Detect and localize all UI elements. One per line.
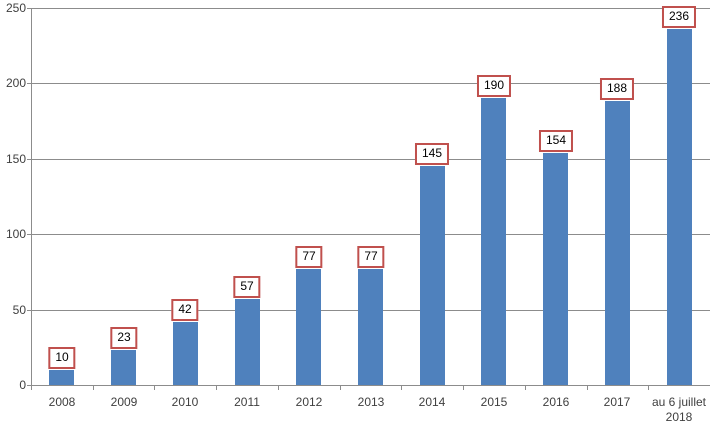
x-axis-category-label: 2015 xyxy=(480,395,508,409)
x-axis-tick xyxy=(278,386,279,390)
bar-2013[interactable] xyxy=(358,269,383,385)
y-axis-line xyxy=(31,8,32,386)
gridline xyxy=(31,159,710,160)
y-axis-tick-label: 0 xyxy=(19,378,26,392)
bar-2008[interactable] xyxy=(49,370,74,385)
y-axis-tick xyxy=(27,234,31,235)
x-axis-tick xyxy=(93,386,94,390)
data-label: 57 xyxy=(233,276,261,298)
gridline xyxy=(31,234,710,235)
data-label: 77 xyxy=(357,246,385,268)
data-label: 77 xyxy=(295,246,323,268)
bar-2016[interactable] xyxy=(543,153,568,385)
data-label: 188 xyxy=(599,78,635,100)
x-axis-category-label: 2016 xyxy=(542,395,570,409)
bar-2011[interactable] xyxy=(235,299,260,385)
x-axis-category-label: 2014 xyxy=(418,395,446,409)
x-axis-tick xyxy=(648,386,649,390)
y-axis-tick xyxy=(27,385,31,386)
x-axis-tick xyxy=(463,386,464,390)
data-label: 190 xyxy=(476,75,512,97)
data-label: 145 xyxy=(414,143,450,165)
x-axis-category-label: 2009 xyxy=(110,395,138,409)
data-label: 236 xyxy=(661,6,697,28)
y-axis-tick xyxy=(27,8,31,9)
y-axis-tick xyxy=(27,310,31,311)
x-axis-tick xyxy=(216,386,217,390)
bar-2009[interactable] xyxy=(111,350,136,385)
x-axis-tick xyxy=(154,386,155,390)
gridline xyxy=(31,8,710,9)
y-axis-tick-label: 200 xyxy=(5,76,26,90)
bar-2015[interactable] xyxy=(481,98,506,385)
bar-au-6-juillet-2018[interactable] xyxy=(667,29,692,385)
gridline xyxy=(31,83,710,84)
bar-2017[interactable] xyxy=(605,101,630,385)
y-axis-tick-label: 150 xyxy=(5,152,26,166)
x-axis-tick xyxy=(587,386,588,390)
y-axis-tick-label: 100 xyxy=(5,227,26,241)
data-label: 154 xyxy=(538,130,574,152)
x-axis-category-label: 2008 xyxy=(48,395,76,409)
bar-2010[interactable] xyxy=(173,322,198,385)
y-axis-tick-label: 50 xyxy=(12,303,26,317)
y-axis-tick xyxy=(27,159,31,160)
x-axis-category-label: 2010 xyxy=(171,395,199,409)
x-axis-category-label: 2013 xyxy=(357,395,385,409)
x-axis-tick xyxy=(525,386,526,390)
bar-2014[interactable] xyxy=(420,166,445,385)
x-axis-category-label: 2011 xyxy=(234,395,260,409)
x-axis-category-label: 2017 xyxy=(603,395,631,409)
data-label: 42 xyxy=(171,299,199,321)
bar-2012[interactable] xyxy=(296,269,321,385)
y-axis-tick-label: 250 xyxy=(5,1,26,15)
x-axis-category-label: au 6 juillet 2018 xyxy=(651,395,707,424)
x-axis-tick xyxy=(401,386,402,390)
data-label: 10 xyxy=(48,347,76,369)
data-label: 23 xyxy=(110,327,138,349)
x-axis-category-label: 2012 xyxy=(295,395,323,409)
x-axis-tick xyxy=(340,386,341,390)
x-axis-line xyxy=(31,385,710,386)
x-axis-tick xyxy=(31,386,32,390)
y-axis-tick xyxy=(27,83,31,84)
